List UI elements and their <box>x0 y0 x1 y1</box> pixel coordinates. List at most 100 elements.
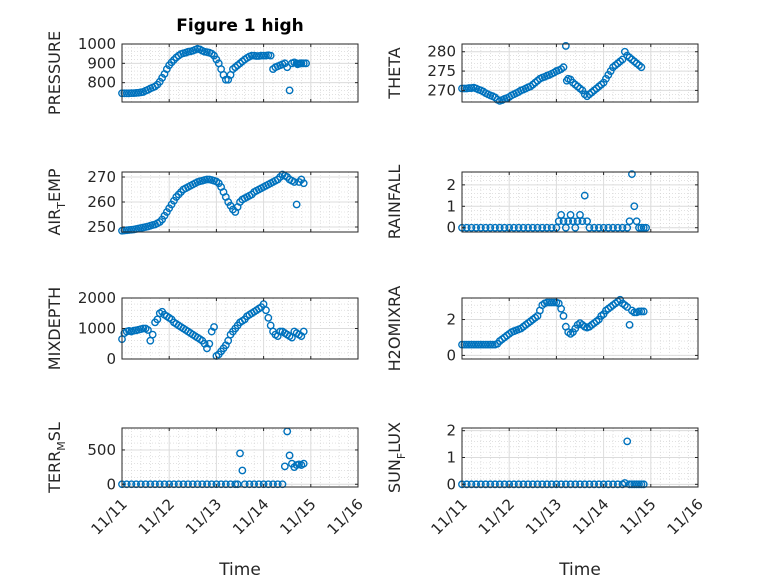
data-point <box>528 480 537 489</box>
x-tick-label: 11/15 <box>616 495 659 538</box>
data-point <box>559 63 568 72</box>
data-point <box>139 324 148 333</box>
x-tick-label: 11/12 <box>475 495 518 538</box>
x-tick-label: 11/14 <box>229 495 272 538</box>
data-point <box>642 223 650 232</box>
data-point <box>148 330 157 339</box>
data-point <box>510 480 518 489</box>
data-point <box>604 71 613 79</box>
data-point <box>486 223 495 232</box>
data-point <box>559 217 568 226</box>
data-point <box>543 480 551 489</box>
data-point <box>630 202 639 211</box>
data-point <box>514 480 523 489</box>
y-axis-label: SUNFLUX <box>385 422 408 493</box>
data-point <box>299 459 308 468</box>
data-point <box>561 42 570 50</box>
data-point <box>467 480 476 489</box>
data-point <box>236 449 244 458</box>
y-tick-label: 800 <box>87 74 116 92</box>
y-axis-label: AIRTEMP <box>45 168 68 235</box>
data-point <box>552 480 561 489</box>
data-point <box>604 480 613 489</box>
data-point <box>547 480 556 489</box>
y-tick-label: 2 <box>446 422 456 440</box>
data-point <box>285 86 294 95</box>
data-point <box>162 65 171 74</box>
data-point <box>238 466 247 475</box>
data-point <box>144 326 152 334</box>
data-point <box>557 480 566 489</box>
data-point <box>547 298 556 307</box>
data-point <box>299 59 308 68</box>
data-point <box>299 327 308 336</box>
y-tick-label: 0 <box>106 475 116 493</box>
data-point <box>276 327 285 336</box>
data-point <box>550 298 558 307</box>
data-point <box>290 178 299 186</box>
data-point <box>573 217 582 226</box>
data-point <box>467 223 476 232</box>
data-point <box>585 223 594 232</box>
data-point <box>302 59 310 68</box>
y-tick-label: 900 <box>87 54 116 72</box>
data-point <box>543 223 551 232</box>
data-point <box>519 223 528 232</box>
x-axis-label: Time <box>558 560 601 580</box>
data-point <box>630 308 639 317</box>
data-point <box>283 63 292 72</box>
data-point <box>491 223 499 232</box>
y-tick-label: 270 <box>427 81 456 99</box>
data-point <box>519 480 528 489</box>
data-point <box>606 67 615 75</box>
data-point <box>533 480 542 489</box>
data-point <box>495 480 504 489</box>
data-point <box>155 77 164 86</box>
data-point <box>576 480 584 489</box>
data-point <box>571 480 580 489</box>
data-point <box>637 223 646 232</box>
data-point <box>476 480 485 489</box>
y-tick-label: 1 <box>446 197 456 215</box>
data-point <box>203 175 211 184</box>
data-point <box>547 223 556 232</box>
axes-frame <box>121 427 359 488</box>
data-point <box>292 200 301 209</box>
y-axis-label: H2OMIXRA <box>385 286 404 372</box>
plot-area-bg <box>122 44 358 102</box>
data-point <box>500 480 509 489</box>
data-point <box>618 223 627 232</box>
data-point <box>297 59 306 68</box>
y-axis-label: MIXDEPTH <box>45 287 64 370</box>
data-point <box>472 223 481 232</box>
data-point <box>604 223 613 232</box>
subplot-terr_msl: 0 500 TERRMSL 11/11 11/12 11/13 11/14 11/15 11/1… <box>45 422 367 580</box>
data-point <box>580 191 589 200</box>
data-point <box>637 307 646 316</box>
figure-title: Figure 1 high <box>176 16 304 36</box>
data-point <box>264 313 273 322</box>
data-point <box>566 480 575 489</box>
data-series-sun_flux <box>458 437 648 489</box>
y-axis-label: RAINFALL <box>385 165 404 240</box>
data-point <box>266 51 275 60</box>
data-point <box>280 462 289 471</box>
data-point <box>491 480 499 489</box>
y-tick-label: 2 <box>446 311 456 329</box>
data-point <box>571 223 580 232</box>
y-tick-label: 1000 <box>78 35 116 53</box>
data-point <box>599 480 608 489</box>
y-axis-label: TERRMSL <box>45 422 68 494</box>
data-point <box>561 480 570 489</box>
data-point <box>623 223 632 232</box>
data-point <box>599 78 608 87</box>
data-point <box>635 307 643 316</box>
data-point <box>524 480 532 489</box>
data-point <box>613 223 622 232</box>
axes-frame <box>121 43 359 103</box>
y-axis-label: PRESSURE <box>45 31 64 115</box>
data-series-rainfall <box>458 170 650 232</box>
data-point <box>486 340 495 349</box>
data-point <box>488 340 497 349</box>
y-tick-label: 250 <box>87 218 116 236</box>
